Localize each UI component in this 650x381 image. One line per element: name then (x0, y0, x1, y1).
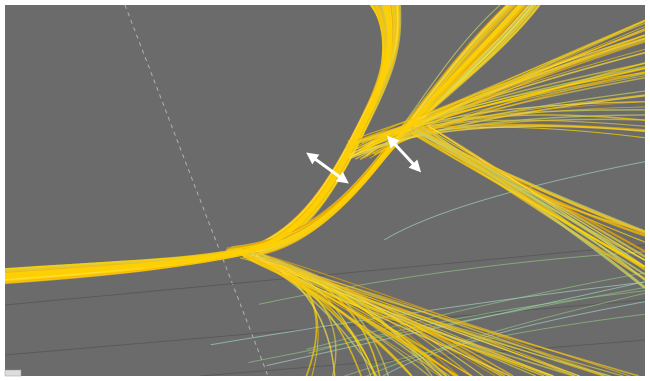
double-arrow (306, 152, 349, 184)
fiber (412, 132, 645, 269)
fiber (243, 5, 524, 258)
fiber (254, 251, 608, 376)
fiber (427, 124, 645, 261)
fiber (356, 37, 645, 150)
fiber (251, 256, 514, 376)
fiber (383, 161, 645, 241)
fiber (422, 132, 645, 268)
fiber (5, 5, 393, 279)
fiber (266, 281, 645, 367)
arrows (306, 135, 422, 184)
fiber (210, 281, 645, 346)
fiber (248, 286, 645, 364)
fiber (423, 133, 645, 281)
fiber (243, 253, 440, 376)
fiber (258, 255, 390, 376)
fiber (354, 19, 645, 160)
grid-line (5, 299, 645, 356)
fiber (347, 34, 645, 142)
fiber (360, 19, 645, 151)
fiber (254, 258, 575, 376)
corner-widget (4, 369, 22, 377)
fiber (249, 5, 522, 252)
dashed-axis (124, 5, 269, 376)
fiber (411, 130, 645, 232)
double-arrow (386, 135, 422, 173)
fiber (245, 255, 459, 376)
fiber (239, 254, 551, 376)
grid-line (5, 244, 645, 306)
fiber (363, 114, 645, 155)
fiber (421, 126, 645, 268)
scene (5, 5, 645, 376)
fiber (418, 128, 645, 271)
fiber (344, 125, 645, 160)
